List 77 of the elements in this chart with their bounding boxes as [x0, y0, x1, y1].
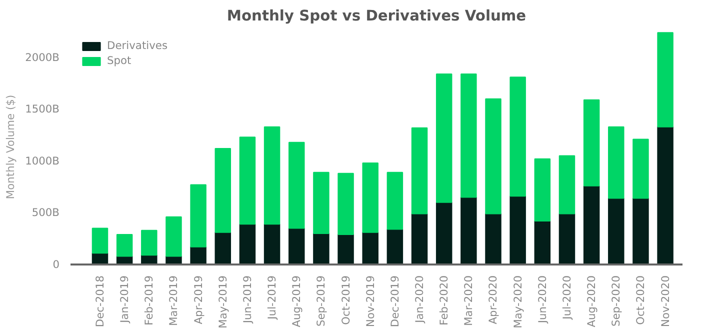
x-tick-label: Sep-2020 [610, 275, 623, 327]
bar [583, 185, 600, 264]
x-tick-label: Mar-2020 [462, 275, 476, 326]
bar [510, 196, 526, 264]
bar [362, 232, 378, 264]
x-tick-label: Jun-2020 [536, 275, 549, 324]
bar [657, 32, 674, 128]
bar [239, 224, 256, 264]
bar [558, 155, 576, 214]
x-tick-label: Feb-2019 [142, 275, 156, 326]
x-tick-label: May-2020 [511, 275, 524, 328]
bar [313, 172, 330, 234]
y-tick-label: 1000B [25, 154, 60, 168]
x-tick-label: Aug-2020 [585, 275, 598, 328]
x-tick-label: Nov-2019 [364, 275, 377, 327]
bar [386, 172, 404, 230]
bar [141, 230, 158, 256]
bar [460, 74, 477, 198]
bar [632, 138, 649, 199]
y-tick-label: 500B [32, 206, 60, 220]
bar [657, 126, 674, 264]
bar [214, 148, 232, 233]
bar [411, 127, 428, 214]
bar [264, 126, 280, 225]
bar [386, 228, 404, 264]
bar [338, 172, 354, 235]
x-tick-label: Jun-2019 [240, 275, 254, 324]
bar [214, 232, 232, 264]
x-tick-label: Nov-2020 [658, 275, 672, 327]
chart-title: Monthly Spot vs Derivatives Volume [226, 8, 526, 24]
legend-label: Derivatives [107, 39, 168, 52]
x-tick-label: May-2019 [216, 275, 230, 328]
x-tick-label: Feb-2020 [438, 275, 451, 326]
x-tick-label: Sep-2019 [314, 275, 328, 327]
bar [190, 184, 206, 248]
x-tick-label: Aug-2019 [290, 275, 304, 328]
x-tick-label: Oct-2020 [634, 275, 648, 325]
bar [460, 196, 477, 264]
y-tick-label: 0 [52, 258, 60, 271]
bar [190, 246, 206, 264]
bar [558, 213, 576, 264]
bar [436, 202, 452, 264]
x-tick-label: Apr-2020 [486, 275, 500, 324]
x-tick-label: Dec-2019 [388, 275, 402, 328]
x-tick-label: Oct-2019 [339, 275, 352, 325]
bar [166, 216, 182, 257]
bar [313, 232, 330, 264]
x-tick-label: Jul-2019 [266, 275, 279, 320]
bar [411, 213, 428, 264]
x-tick-label: Mar-2019 [167, 275, 180, 326]
bar [485, 98, 502, 214]
bar [608, 126, 624, 199]
x-tick-label: Jul-2020 [560, 275, 574, 320]
bar [436, 74, 452, 203]
bar [92, 228, 108, 254]
bar [239, 136, 256, 225]
bar [632, 198, 649, 264]
y-tick-label: 1500B [25, 102, 60, 116]
x-tick-label: Jan-2019 [118, 275, 132, 324]
bar [510, 76, 526, 197]
bar [534, 158, 551, 222]
x-tick-label: Jan-2020 [413, 275, 426, 324]
y-tick-label: 2000B [25, 50, 60, 64]
bar [362, 162, 378, 233]
bar [288, 228, 305, 264]
bar [608, 198, 624, 264]
x-tick-label: Apr-2019 [192, 275, 205, 324]
bar [338, 234, 354, 264]
legend-label: Spot [107, 54, 132, 67]
bar [116, 234, 133, 257]
bar [583, 99, 600, 186]
x-tick-label: Dec-2018 [93, 275, 106, 328]
bar [485, 213, 502, 264]
bar [534, 220, 551, 264]
bar [288, 142, 305, 229]
y-axis-title: Monthly Volume ($) [4, 94, 18, 200]
bar [264, 224, 280, 264]
